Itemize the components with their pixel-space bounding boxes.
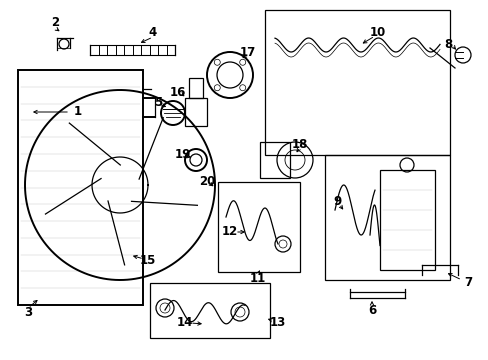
Bar — [260, 142, 289, 178]
Text: 6: 6 — [367, 303, 375, 316]
Bar — [264, 10, 449, 155]
Text: 20: 20 — [199, 175, 215, 189]
Text: 1: 1 — [74, 105, 82, 118]
Text: 12: 12 — [222, 225, 238, 238]
Text: 17: 17 — [240, 45, 256, 58]
Text: 3: 3 — [24, 306, 32, 319]
Text: 18: 18 — [291, 139, 307, 152]
Text: 10: 10 — [369, 26, 386, 39]
Text: 8: 8 — [443, 37, 451, 50]
Text: 11: 11 — [249, 271, 265, 284]
Text: 13: 13 — [269, 315, 285, 328]
Text: 19: 19 — [174, 148, 191, 162]
Text: 16: 16 — [169, 85, 186, 99]
Bar — [218, 182, 299, 272]
Text: 7: 7 — [463, 275, 471, 288]
Text: 15: 15 — [140, 253, 156, 266]
Bar — [379, 170, 434, 270]
Text: 4: 4 — [148, 26, 157, 39]
Bar — [184, 98, 206, 126]
Bar — [189, 78, 203, 98]
Bar — [325, 155, 449, 280]
Bar — [150, 283, 269, 338]
Text: 14: 14 — [177, 315, 193, 328]
Text: 5: 5 — [154, 95, 162, 108]
Text: 9: 9 — [332, 195, 341, 208]
Bar — [18, 70, 142, 305]
Text: 2: 2 — [51, 15, 59, 28]
